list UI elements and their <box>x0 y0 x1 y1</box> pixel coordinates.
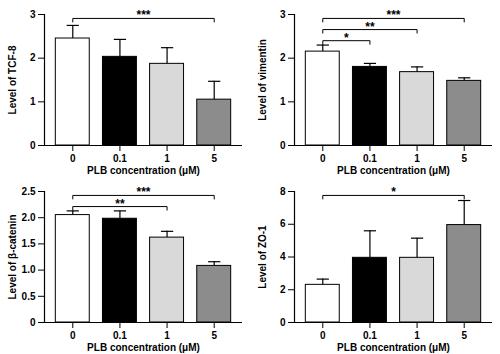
svg-text:2: 2 <box>30 52 36 63</box>
svg-text:3: 3 <box>30 9 36 20</box>
svg-text:1: 1 <box>30 96 36 107</box>
svg-text:1.5: 1.5 <box>22 238 36 249</box>
svg-text:**: ** <box>365 20 375 34</box>
svg-text:1.0: 1.0 <box>22 264 36 275</box>
svg-text:0: 0 <box>320 153 326 164</box>
svg-text:5: 5 <box>211 330 217 341</box>
svg-text:***: *** <box>386 8 400 22</box>
svg-text:**: ** <box>115 197 125 211</box>
svg-text:1: 1 <box>280 96 286 107</box>
svg-text:0: 0 <box>320 330 326 341</box>
svg-text:0: 0 <box>30 140 36 151</box>
svg-text:0: 0 <box>280 317 286 328</box>
svg-text:*: * <box>344 31 349 45</box>
svg-text:1: 1 <box>414 153 420 164</box>
svg-text:1: 1 <box>414 330 420 341</box>
svg-text:PLB concentration (μM): PLB concentration (μM) <box>87 165 200 176</box>
svg-text:0.1: 0.1 <box>363 330 377 341</box>
svg-text:0: 0 <box>70 153 76 164</box>
svg-text:6: 6 <box>280 218 286 229</box>
svg-text:3: 3 <box>280 9 286 20</box>
svg-text:0.5: 0.5 <box>22 291 36 302</box>
svg-text:0: 0 <box>70 330 76 341</box>
svg-text:2.5: 2.5 <box>22 186 36 197</box>
svg-text:PLB concentration (μM): PLB concentration (μM) <box>337 342 450 353</box>
svg-text:2: 2 <box>280 284 286 295</box>
svg-text:4: 4 <box>280 251 286 262</box>
svg-text:1: 1 <box>164 153 170 164</box>
svg-text:8: 8 <box>280 186 286 197</box>
svg-text:Level of vimentin: Level of vimentin <box>257 39 268 121</box>
svg-text:Level of β-catenin: Level of β-catenin <box>7 214 18 299</box>
svg-text:*: * <box>391 185 396 199</box>
svg-text:0.1: 0.1 <box>113 330 127 341</box>
svg-text:Level of TCF-8: Level of TCF-8 <box>7 45 18 114</box>
svg-text:2: 2 <box>280 52 286 63</box>
svg-text:0.1: 0.1 <box>363 153 377 164</box>
svg-text:***: *** <box>136 8 150 22</box>
svg-text:0: 0 <box>280 140 286 151</box>
svg-text:0: 0 <box>30 317 36 328</box>
svg-text:***: *** <box>136 185 150 199</box>
svg-text:2.0: 2.0 <box>22 212 36 223</box>
svg-text:PLB concentration (μM): PLB concentration (μM) <box>337 165 450 176</box>
svg-text:5: 5 <box>461 330 467 341</box>
svg-text:PLB concentration (μM): PLB concentration (μM) <box>87 342 200 353</box>
svg-text:Level of ZO-1: Level of ZO-1 <box>257 225 268 289</box>
svg-text:5: 5 <box>211 153 217 164</box>
svg-text:1: 1 <box>164 330 170 341</box>
svg-text:5: 5 <box>461 153 467 164</box>
svg-text:0.1: 0.1 <box>113 153 127 164</box>
